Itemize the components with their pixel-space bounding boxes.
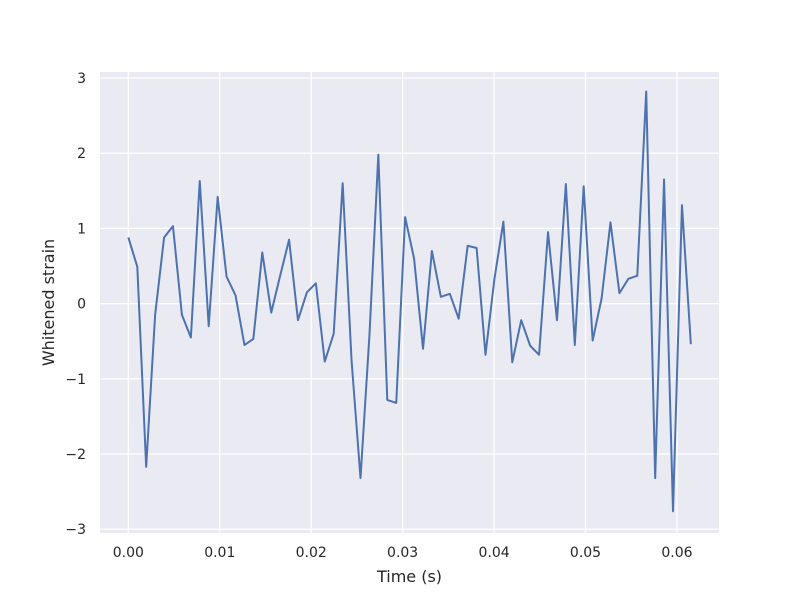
y-tick-label: 1: [77, 221, 86, 237]
plot-area: [100, 72, 719, 533]
y-axis-label: Whitened strain: [39, 239, 58, 366]
y-tick-label: 0: [77, 297, 86, 313]
x-tick-label: 0.03: [387, 545, 418, 561]
y-tick-label: −3: [65, 522, 86, 538]
x-tick-label: 0.04: [478, 545, 509, 561]
x-tick-label: 0.05: [570, 545, 601, 561]
x-tick-label: 0.01: [204, 545, 235, 561]
grid-lines: [100, 72, 719, 533]
y-tick-labels: −3 −2 −1 0 1 2 3: [65, 71, 86, 538]
x-tick-label: 0.00: [113, 545, 144, 561]
x-tick-labels: 0.00 0.01 0.02 0.03 0.04 0.05 0.06: [113, 545, 693, 561]
x-axis-label: Time (s): [376, 567, 442, 586]
y-tick-label: −2: [65, 447, 86, 463]
y-tick-label: −1: [65, 372, 86, 388]
y-tick-label: 3: [77, 71, 86, 87]
series-layer: [127, 90, 692, 513]
x-tick-label: 0.06: [661, 545, 692, 561]
series-line: [127, 90, 692, 513]
x-tick-label: 0.02: [296, 545, 327, 561]
y-tick-label: 2: [77, 146, 86, 162]
